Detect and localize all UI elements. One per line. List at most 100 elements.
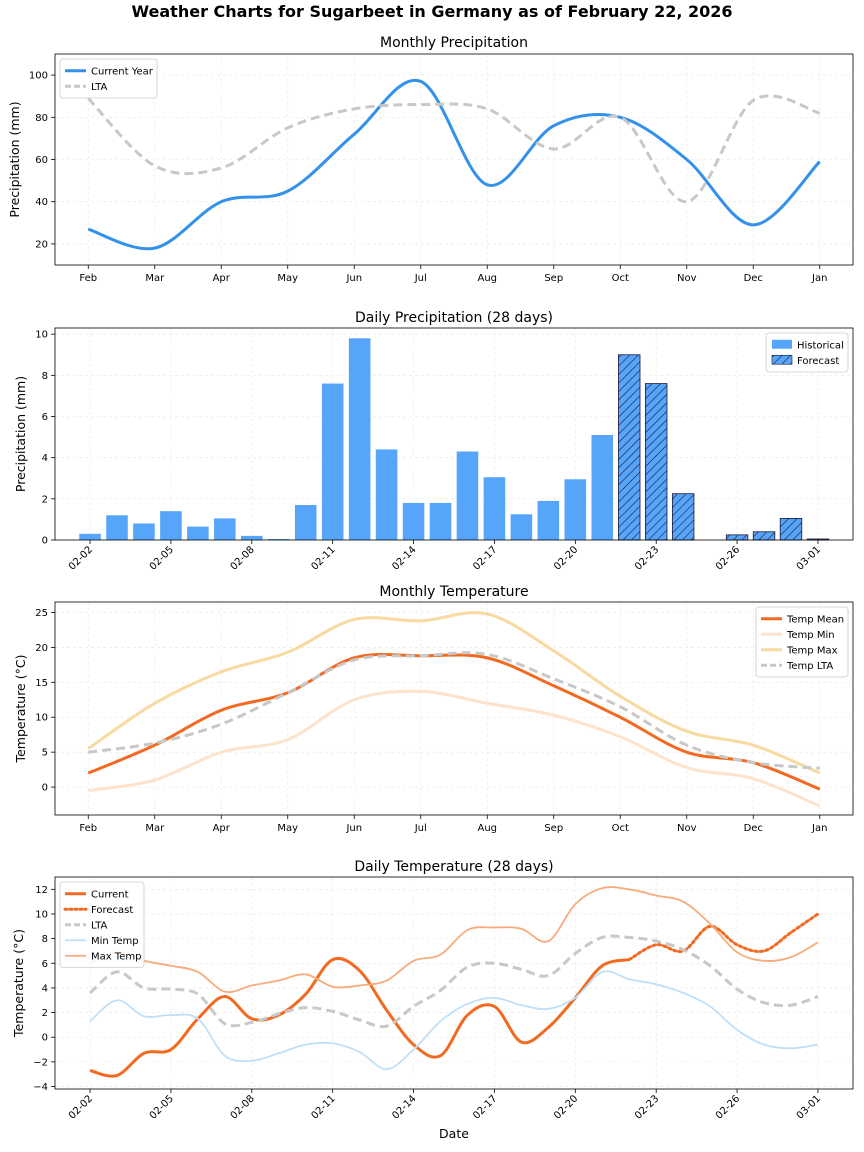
series-line-min-temp	[89, 970, 819, 1071]
x-axis-label: Date	[439, 1126, 469, 1141]
y-tick-label: 4	[42, 453, 48, 464]
x-tick-label: Mar	[145, 273, 165, 284]
y-tick-label: 100	[29, 71, 48, 82]
y-axis-label: Temperature (°C)	[13, 655, 28, 764]
series-line-temp-min	[88, 689, 821, 808]
y-tick-label: 40	[35, 197, 48, 208]
legend: Historical Forecast	[765, 332, 849, 373]
plot-frame	[54, 601, 854, 816]
x-tick-label: May	[277, 273, 298, 284]
historical-bar	[79, 533, 101, 540]
x-tick-label: Aug	[477, 823, 497, 834]
historical-bar	[267, 538, 290, 540]
x-tick-label: 02-05	[148, 544, 176, 572]
legend-swatch	[771, 354, 793, 365]
x-tick-label: Mar	[145, 823, 165, 834]
y-axis-label: Temperature (°C)	[11, 929, 26, 1038]
y-tick-label: 6	[42, 412, 48, 423]
x-tick-label: Oct	[612, 273, 629, 284]
legend-label: LTA	[91, 82, 108, 93]
y-tick-label: 2	[42, 494, 48, 505]
y-tick-label: 10	[35, 330, 48, 341]
x-tick-label: May	[277, 823, 298, 834]
x-tick-label: 02-02	[67, 544, 95, 572]
x-tick-label: Nov	[677, 273, 697, 284]
x-tick-label: 03-01	[795, 544, 823, 572]
y-tick-label: 0	[42, 536, 48, 547]
y-tick-label: 8	[42, 371, 48, 382]
x-tick-label: 02-08	[229, 1093, 257, 1121]
historical-bar	[375, 449, 398, 540]
x-tick-label: 02-26	[714, 544, 742, 572]
x-tick-label: Dec	[744, 823, 763, 834]
y-tick-label: 20	[35, 643, 48, 654]
y-tick-label: −4	[33, 1082, 48, 1093]
x-tick-label: Apr	[213, 273, 231, 284]
x-tick-label: Feb	[79, 273, 97, 284]
x-tick-label: 02-05	[148, 1093, 176, 1121]
monthly-precip-grid	[55, 54, 853, 265]
x-tick-label: 02-11	[309, 544, 337, 572]
legend-label: Temp Mean	[786, 614, 844, 625]
y-axis-label: Precipitation (mm)	[13, 376, 28, 492]
historical-bar	[133, 523, 155, 540]
series-line-temp-mean	[87, 652, 821, 791]
forecast-bar	[779, 517, 803, 541]
chart-title: Daily Temperature (28 days)	[354, 859, 553, 875]
y-tick-label: 5	[42, 748, 48, 759]
historical-bar	[402, 502, 425, 540]
x-tick-label: Jun	[345, 273, 362, 284]
historical-bar	[591, 435, 614, 540]
legend-label: Current	[91, 889, 129, 900]
historical-bar	[510, 514, 533, 540]
x-tick-label: 02-02	[67, 1093, 95, 1121]
historical-bar	[160, 511, 182, 540]
x-tick-label: 02-14	[390, 1093, 418, 1121]
legend: Current Year LTA	[59, 58, 158, 99]
forecast-bar	[752, 531, 776, 541]
x-tick-label: 02-23	[633, 544, 661, 572]
historical-bar	[456, 451, 479, 540]
y-tick-label: 0	[42, 1033, 48, 1044]
legend-box	[755, 606, 849, 678]
historical-bar	[187, 526, 209, 540]
forecast-bar	[618, 354, 641, 541]
y-tick-label: 15	[35, 678, 48, 689]
monthly-temp-grid	[55, 602, 853, 815]
legend-label: Temp LTA	[786, 661, 833, 672]
x-tick-label: 02-20	[552, 544, 580, 572]
plot-frame	[54, 327, 854, 541]
x-tick-label: 02-14	[390, 544, 418, 572]
x-tick-label: Sep	[544, 823, 563, 834]
y-tick-label: 10	[35, 713, 48, 724]
historical-bar	[348, 338, 371, 540]
legend-swatch	[772, 339, 792, 349]
chart-title: Daily Precipitation (28 days)	[355, 310, 553, 326]
x-tick-label: Oct	[612, 823, 629, 834]
series-line-max-temp	[89, 886, 819, 993]
historical-bar	[106, 515, 128, 540]
x-tick-label: 02-11	[309, 1093, 337, 1121]
series-line-temp-max	[87, 611, 821, 775]
legend-label: Temp Max	[786, 645, 838, 656]
y-tick-label: 12	[35, 885, 48, 896]
x-tick-label: Feb	[79, 823, 97, 834]
y-tick-label: 20	[35, 239, 48, 250]
x-tick-label: 02-17	[471, 1093, 499, 1121]
chart-title: Monthly Temperature	[379, 584, 528, 600]
series-line-lta	[87, 94, 821, 204]
legend-label: Max Temp	[91, 951, 142, 962]
series-line-lta	[89, 934, 819, 1029]
y-tick-label: 25	[35, 608, 48, 619]
historical-bar	[537, 500, 560, 540]
x-tick-label: Jan	[811, 273, 827, 284]
y-tick-label: −2	[33, 1057, 48, 1068]
plot-frame	[54, 876, 854, 1090]
historical-bar	[429, 502, 452, 540]
x-tick-label: Nov	[677, 823, 697, 834]
y-axis-label: Precipitation (mm)	[7, 101, 22, 217]
x-tick-label: Aug	[477, 273, 497, 284]
historical-bar	[294, 505, 317, 540]
x-tick-label: Sep	[544, 273, 563, 284]
